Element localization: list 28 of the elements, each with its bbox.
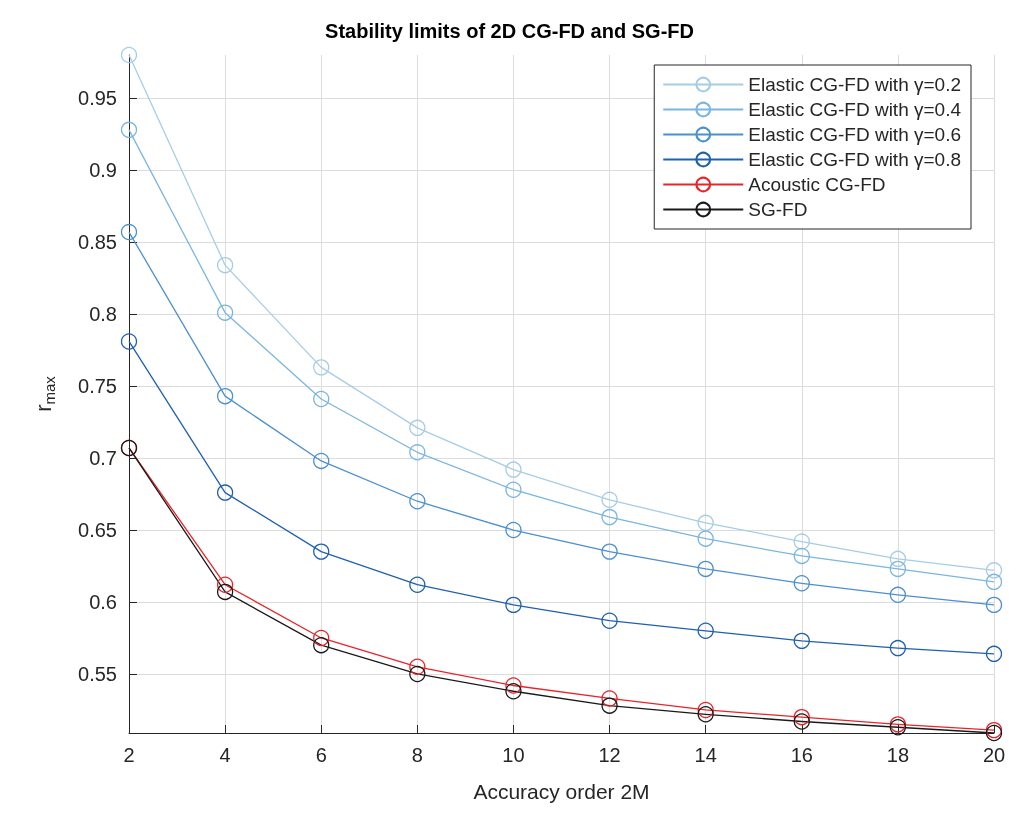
legend-label: SG-FD xyxy=(748,199,808,220)
y-tick-label: 0.7 xyxy=(89,447,117,470)
y-tick-label: 0.9 xyxy=(89,159,117,182)
y-tick-label: 0.6 xyxy=(89,591,117,614)
y-tick-label: 0.8 xyxy=(89,303,117,326)
x-tick-label: 12 xyxy=(598,744,621,766)
y-tick-label: 0.75 xyxy=(78,375,117,398)
legend-label: Elastic CG-FD with γ=0.4 xyxy=(748,99,962,120)
y-tick-label: 0.55 xyxy=(78,662,117,685)
x-tick-label: 6 xyxy=(315,744,327,766)
x-tick-label: 2 xyxy=(123,744,135,766)
x-tick-label: 18 xyxy=(886,744,910,766)
legend-label: Acoustic CG-FD xyxy=(748,174,886,195)
x-tick-label: 10 xyxy=(502,744,525,766)
legend-label: Elastic CG-FD with γ=0.2 xyxy=(748,74,961,95)
y-tick-label: 0.95 xyxy=(78,87,117,110)
y-tick-label: 0.65 xyxy=(78,519,117,542)
x-tick-label: 20 xyxy=(982,744,1006,766)
legend-label: Elastic CG-FD with γ=0.8 xyxy=(748,149,961,170)
y-axis-title: rmax xyxy=(31,375,58,412)
x-axis-title: Accuracy order 2M xyxy=(473,780,650,803)
x-tick-label: 14 xyxy=(694,744,717,766)
legend-label: Elastic CG-FD with γ=0.6 xyxy=(748,124,961,145)
x-tick-label: 16 xyxy=(790,744,813,766)
x-tick-label: 8 xyxy=(411,744,423,766)
x-tick-label: 4 xyxy=(219,744,231,766)
y-tick-label: 0.85 xyxy=(78,231,117,254)
chart-title: Stability limits of 2D CG-FD and SG-FD xyxy=(325,20,694,42)
